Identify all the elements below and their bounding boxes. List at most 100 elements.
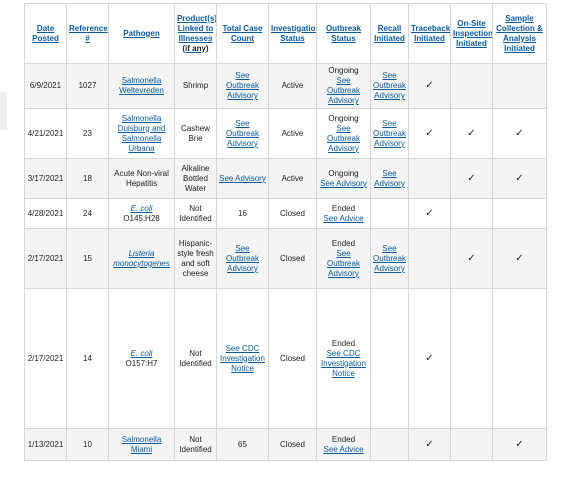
recall-cell: See Advisory <box>370 158 409 199</box>
outbreak-status-link[interactable]: See Advice <box>323 213 364 223</box>
product-cell: Not Identified <box>174 288 217 429</box>
header-products[interactable]: Product(s) Linked to Illnesses (if any) <box>174 3 217 64</box>
recall-cell <box>370 428 409 461</box>
product-cell: Not Identified <box>174 428 217 461</box>
reference-cell: 1027 <box>66 63 109 109</box>
sample-collection-cell: ✓ <box>492 108 547 159</box>
outbreak-status-link[interactable]: See Advice <box>323 444 364 454</box>
case-count-link[interactable]: See Outbreak Advisory <box>226 71 259 100</box>
sample-collection-cell: ✓ <box>492 228 547 289</box>
recall-link[interactable]: See Advisory <box>374 168 405 188</box>
check-icon: ✓ <box>515 252 524 264</box>
check-icon: ✓ <box>425 127 434 139</box>
outbreak-status-cell: Ended See Outbreak Advisory <box>316 228 371 289</box>
header-traceback-initiated[interactable]: Traceback Initiated <box>408 3 451 64</box>
case-count-cell: 16 <box>216 198 269 229</box>
pathogen-genus[interactable]: E. coli <box>130 203 153 213</box>
pathogen-link[interactable]: E. coli <box>131 204 153 213</box>
traceback-cell <box>408 158 451 199</box>
left-edge-tab <box>0 92 7 130</box>
sample-collection-cell <box>492 198 547 229</box>
sample-collection-cell: ✓ <box>492 428 547 461</box>
header-recall-initiated[interactable]: Recall Initiated <box>370 3 409 64</box>
check-icon: ✓ <box>425 352 434 364</box>
outbreak-status-link[interactable]: See Outbreak Advisory <box>327 248 360 278</box>
product-cell: Not Identified <box>174 198 217 229</box>
traceback-cell: ✓ <box>408 288 451 429</box>
pathogen-cell: E. coli O157:H7 <box>108 288 175 429</box>
outbreak-status-link[interactable]: See CDC Investigation Notice <box>321 348 366 378</box>
outbreak-status-text: Ongoing <box>328 66 359 75</box>
header-sample-collection[interactable]: Sample Collection & Analysis Initiated <box>492 3 547 64</box>
case-count-link[interactable]: See Outbreak Advisory <box>226 118 259 148</box>
recall-link[interactable]: See Outbreak Advisory <box>373 71 406 100</box>
header-reference[interactable]: Reference # <box>66 3 109 64</box>
sample-collection-cell <box>492 288 547 429</box>
header-onsite-inspection[interactable]: On-Site Inspection Initiated <box>450 3 493 64</box>
pathogen-link[interactable]: Salmonella Duisburg and Salmonella Urban… <box>117 113 166 153</box>
outbreak-status-text: Ended <box>331 434 356 444</box>
pathogen-link[interactable]: Salmonella Miami <box>121 434 162 454</box>
outbreak-status-cell: Ongoing See Outbreak Advisory <box>316 108 371 159</box>
header-outbreak-status[interactable]: Outbreak Status <box>316 3 371 64</box>
recall-cell: See Outbreak Advisory <box>370 63 409 109</box>
recall-cell: See Outbreak Advisory <box>370 228 409 289</box>
investigation-status-cell: Closed <box>268 288 317 429</box>
outbreak-status-cell: Ended See CDC Investigation Notice <box>316 288 371 429</box>
pathogen-serotype: O145:H28 <box>123 213 160 223</box>
pathogen-genus[interactable]: E. coli <box>130 348 153 358</box>
check-icon: ✓ <box>467 127 476 139</box>
pathogen-link[interactable]: E. coli <box>131 349 153 358</box>
pathogen-serotype: O157:H7 <box>125 358 158 368</box>
reference-cell: 23 <box>66 108 109 159</box>
table-row: 2/17/2021 15 Listeria monocytogenes Hisp… <box>24 228 547 289</box>
date-posted-cell: 1/13/2021 <box>24 428 67 461</box>
header-products-sub: (if any) <box>182 43 209 53</box>
table-row: 6/9/2021 1027 Salmonella Weltevreden Shr… <box>24 63 547 109</box>
case-count-link[interactable]: See CDC Investigation Notice <box>220 343 265 373</box>
recall-cell <box>370 288 409 429</box>
date-posted-cell: 2/17/2021 <box>24 228 67 289</box>
check-icon: ✓ <box>425 207 434 219</box>
outbreak-status-text: Ended <box>331 238 356 248</box>
date-posted-cell: 6/9/2021 <box>24 63 67 109</box>
pathogen-link[interactable]: Salmonella Weltevreden <box>119 76 164 95</box>
date-posted-cell: 2/17/2021 <box>24 288 67 429</box>
header-date-posted[interactable]: Date Posted <box>24 3 67 64</box>
traceback-cell <box>408 228 451 289</box>
check-icon: ✓ <box>515 438 524 450</box>
outbreak-status-link[interactable]: See Advisory <box>320 178 367 188</box>
date-posted-cell: 3/17/2021 <box>24 158 67 199</box>
header-products-label[interactable]: Product(s) Linked to Illnesses <box>177 13 217 43</box>
outbreak-status-link[interactable]: See Outbreak Advisory <box>327 123 360 153</box>
case-count-link[interactable]: See Advisory <box>219 173 266 183</box>
header-total-case-count[interactable]: Total Case Count <box>216 3 269 64</box>
traceback-cell: ✓ <box>408 108 451 159</box>
outbreak-status-link[interactable]: See Outbreak Advisory <box>327 76 360 105</box>
outbreak-status-cell: Ended See Advice <box>316 198 371 229</box>
product-cell: Shrimp <box>174 63 217 109</box>
table-row: 3/17/2021 18 Acute Non-viral Hepatitis A… <box>24 158 547 199</box>
case-count-cell: See Advisory <box>216 158 269 199</box>
pathogen-cell: Salmonella Duisburg and Salmonella Urban… <box>108 108 175 159</box>
header-pathogen[interactable]: Pathogen <box>108 3 175 64</box>
case-count-cell: 65 <box>216 428 269 461</box>
recall-link[interactable]: See Outbreak Advisory <box>373 243 406 273</box>
traceback-cell: ✓ <box>408 63 451 109</box>
sample-collection-cell: ✓ <box>492 158 547 199</box>
pathogen-link[interactable]: Listeria monocytogenes <box>113 249 169 268</box>
traceback-cell: ✓ <box>408 198 451 229</box>
outbreak-status-text: Ongoing <box>328 168 359 178</box>
investigation-status-cell: Closed <box>268 228 317 289</box>
case-count-link[interactable]: See Outbreak Advisory <box>226 243 259 273</box>
check-icon: ✓ <box>467 172 476 184</box>
table-row: 4/21/2021 23 Salmonella Duisburg and Sal… <box>24 108 547 159</box>
recall-link[interactable]: See Outbreak Advisory <box>373 118 406 148</box>
pathogen-name[interactable]: Listeria monocytogenes <box>113 248 170 268</box>
outbreak-status-cell: Ongoing See Outbreak Advisory <box>316 63 371 109</box>
investigation-status-cell: Closed <box>268 428 317 461</box>
header-investigation-status[interactable]: Investigation Status <box>268 3 317 64</box>
onsite-inspection-cell: ✓ <box>450 108 493 159</box>
outbreak-investigations-table: Date Posted Reference # Pathogen Product… <box>24 3 547 461</box>
product-cell: Alkaline Bottled Water <box>174 158 217 199</box>
